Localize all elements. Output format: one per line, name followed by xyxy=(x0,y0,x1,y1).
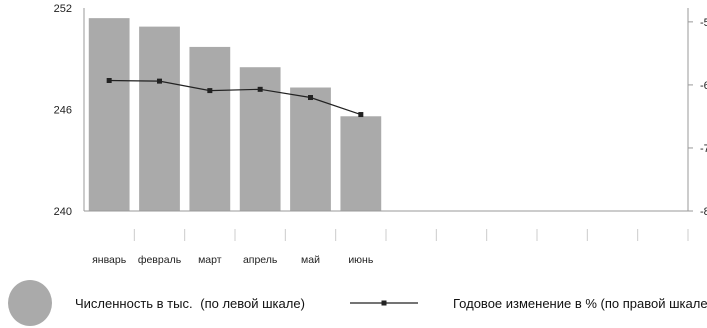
legend-line-marker xyxy=(381,300,387,306)
bar-2 xyxy=(189,46,231,211)
axes-layer xyxy=(83,8,693,241)
category-label: январь xyxy=(92,254,127,266)
legend-bar-swatch xyxy=(8,280,52,326)
line-point-1 xyxy=(157,78,162,84)
left-tick-label: 240 xyxy=(54,206,72,218)
line-series xyxy=(109,79,362,116)
line-point-4 xyxy=(308,95,313,101)
line-layer xyxy=(106,78,364,118)
bar-5 xyxy=(340,116,382,211)
labels-layer: 252 246 240 -5 -6 -7 -8 январь февраль март апрель… xyxy=(54,3,707,266)
line-point-5 xyxy=(358,112,364,118)
left-tick-label: 252 xyxy=(54,3,72,15)
category-label: апрель xyxy=(243,254,278,266)
legend-line-label: Годовое изменение в % (по правой шкале) xyxy=(453,296,707,311)
line-point-3 xyxy=(257,86,263,92)
category-label: март xyxy=(198,254,222,266)
line-point-2 xyxy=(207,88,213,94)
right-tick-label: -7 xyxy=(700,143,707,155)
line-point-0 xyxy=(106,78,112,83)
legend-bar-label: Численность в тыс. xyxy=(75,296,193,311)
category-label: май xyxy=(301,254,320,266)
bar-4 xyxy=(290,87,331,211)
bar-0 xyxy=(88,18,130,212)
right-tick-label: -5 xyxy=(700,17,707,29)
bars-layer xyxy=(88,18,382,212)
right-tick-label: -6 xyxy=(700,80,707,92)
right-tick-label: -8 xyxy=(700,206,707,218)
left-tick-label: 246 xyxy=(54,105,72,117)
category-label: февраль xyxy=(138,254,182,266)
legend: Численность в тыс. (по левой шкале) Годо… xyxy=(8,280,707,326)
legend-bar-note: (по левой шкале) xyxy=(200,296,305,311)
bar-1 xyxy=(139,26,180,211)
category-label: июнь xyxy=(348,254,374,266)
legend-bar-text: Численность в тыс. (по левой шкале) xyxy=(75,296,305,311)
